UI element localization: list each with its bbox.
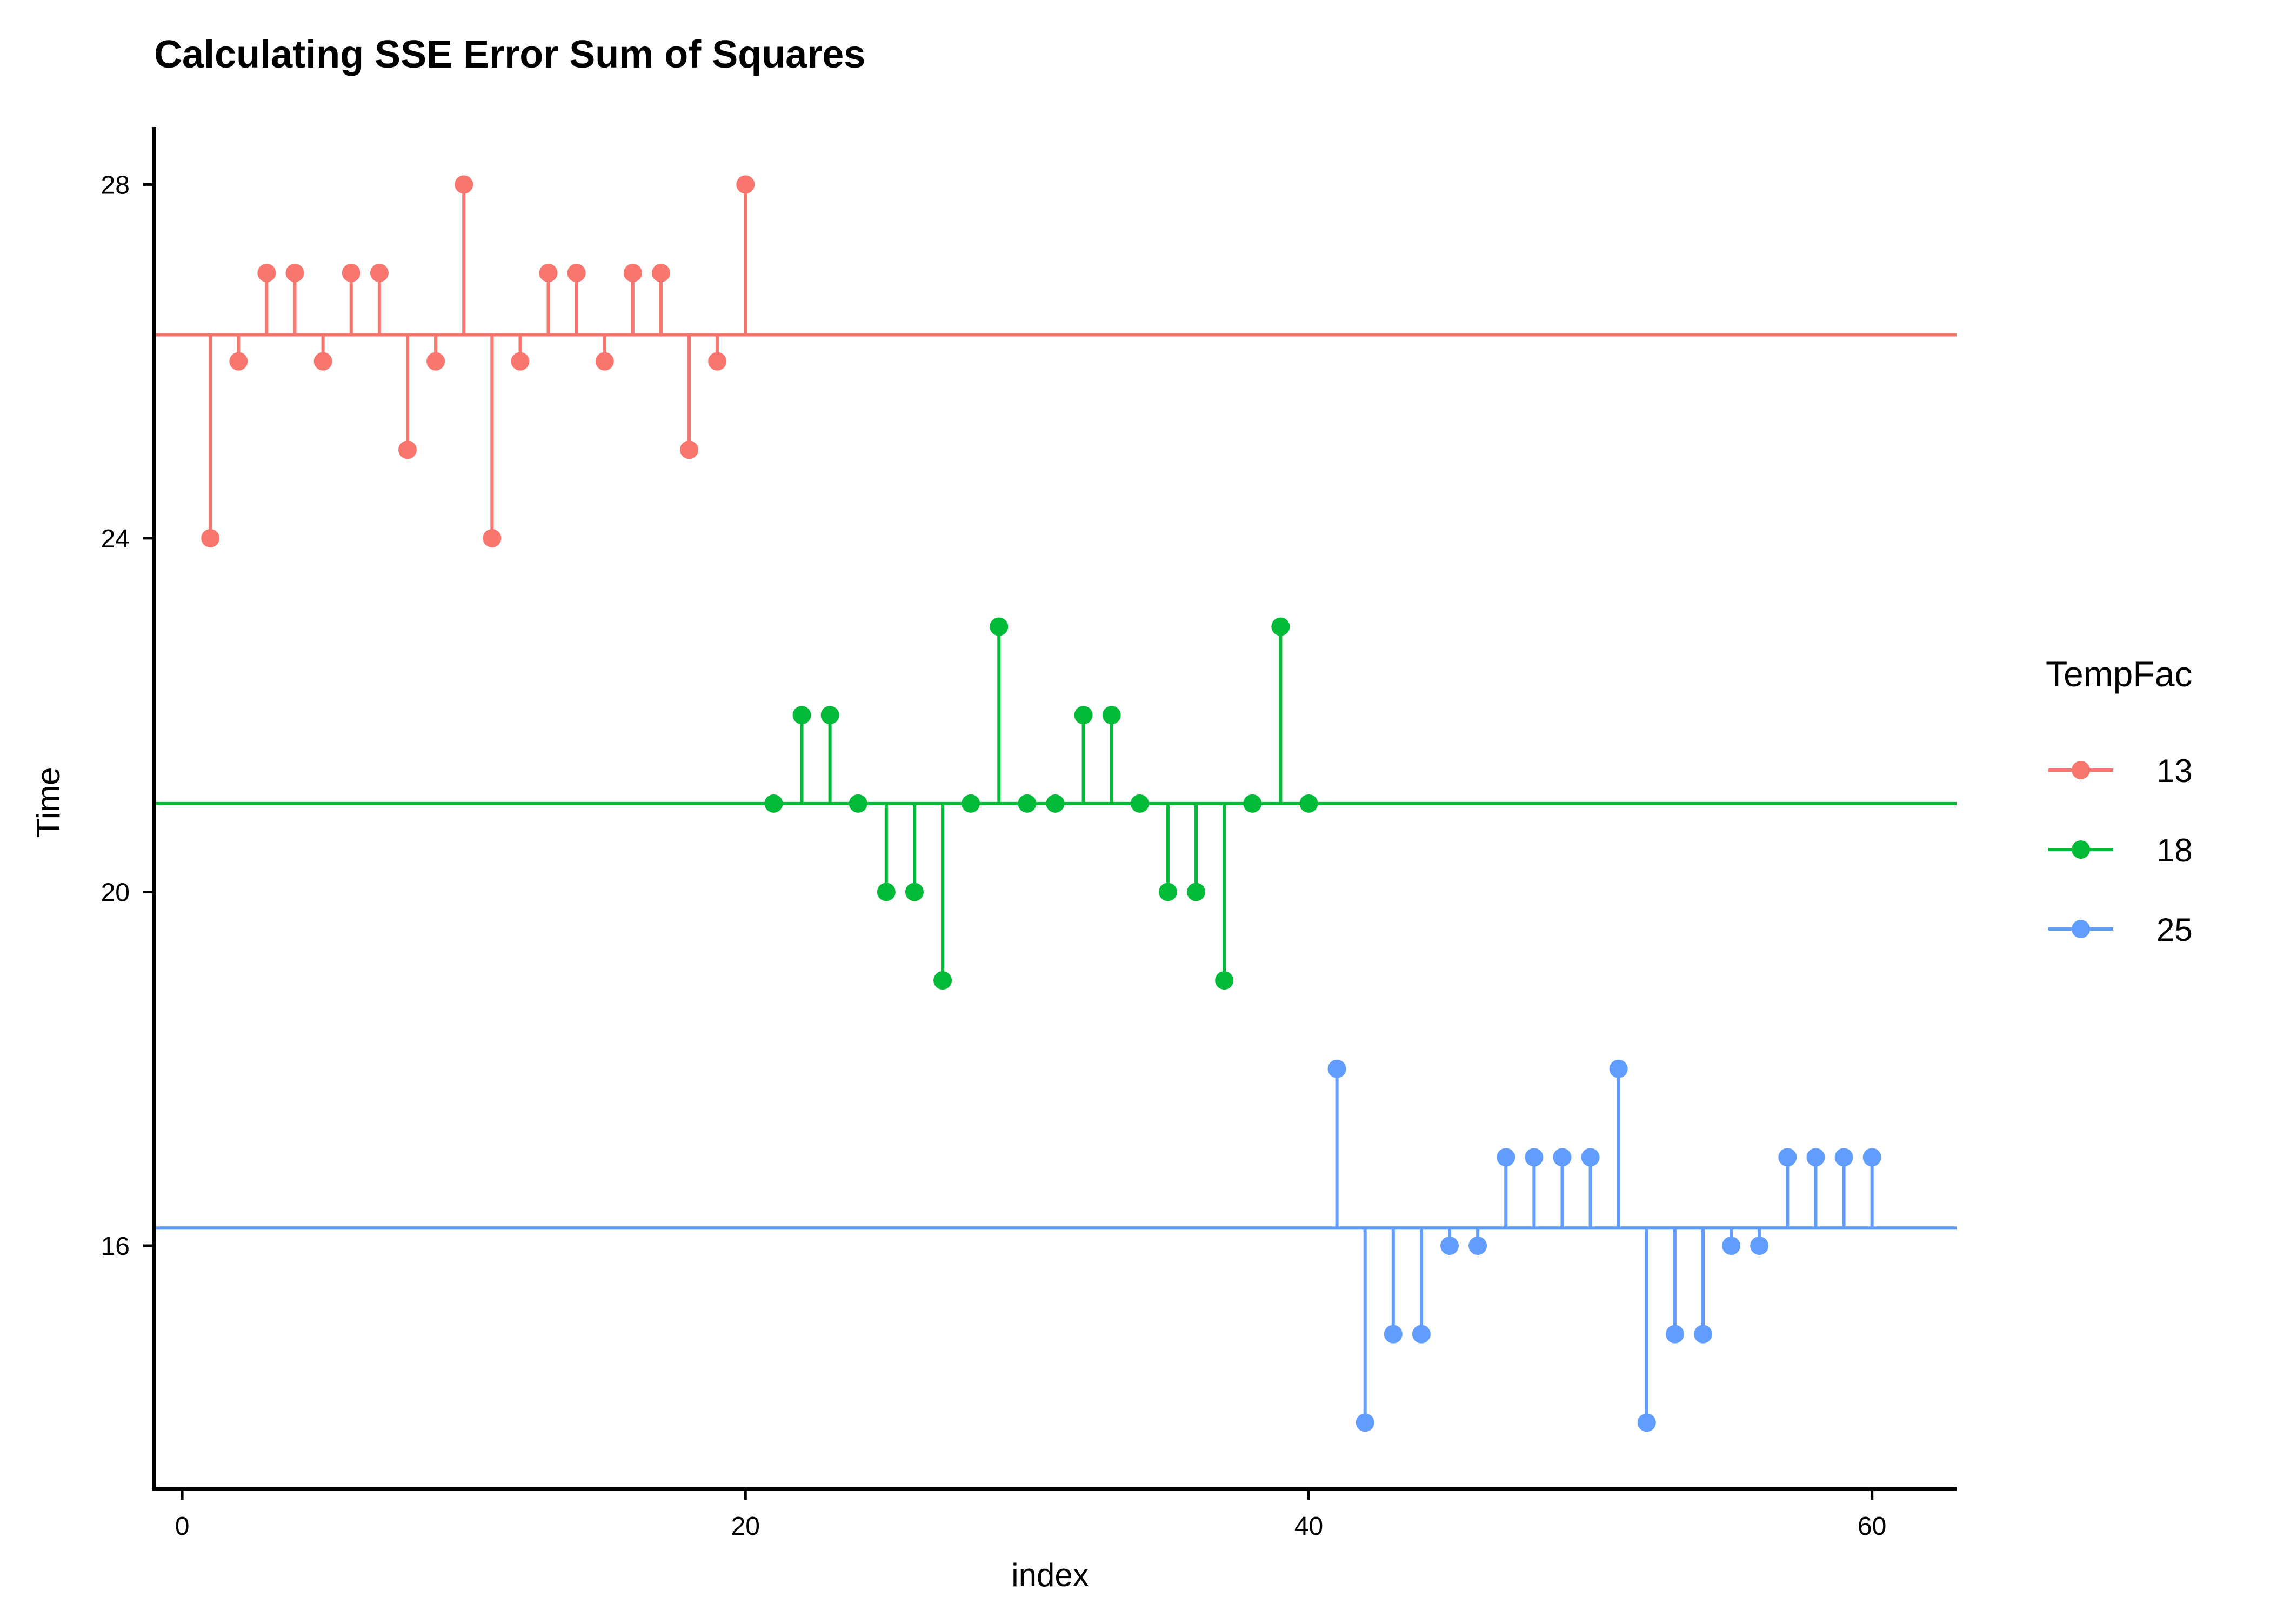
data-point xyxy=(1158,883,1177,901)
legend-key-point xyxy=(2072,920,2090,938)
data-point xyxy=(229,352,248,371)
data-point xyxy=(651,264,670,282)
data-point xyxy=(1102,706,1121,725)
data-point xyxy=(1187,883,1206,901)
data-point xyxy=(820,706,839,725)
data-point xyxy=(567,264,586,282)
mean-lines xyxy=(154,333,1957,1230)
data-point xyxy=(1806,1148,1825,1167)
data-point xyxy=(680,440,699,459)
data-point xyxy=(1694,1325,1713,1344)
data-point xyxy=(1299,794,1318,813)
data-point xyxy=(511,352,530,371)
data-point xyxy=(1665,1325,1684,1344)
y-tick-label: 16 xyxy=(101,1232,130,1261)
data-point xyxy=(285,264,304,282)
data-point xyxy=(1271,617,1290,636)
data-point xyxy=(736,175,755,194)
data-point xyxy=(426,352,445,371)
data-point xyxy=(708,352,727,371)
legend-item-13: 13 xyxy=(2048,753,2193,789)
data-point xyxy=(1468,1237,1487,1255)
data-point xyxy=(1750,1237,1769,1255)
data-point xyxy=(1215,971,1234,990)
data-point xyxy=(905,883,924,901)
residual-stems xyxy=(209,184,1874,1423)
data-point xyxy=(990,617,1009,636)
x-ticks: 0 20 40 60 xyxy=(175,1489,1886,1541)
data-point xyxy=(342,264,360,282)
data-point xyxy=(257,264,276,282)
x-tick-label: 60 xyxy=(1858,1512,1886,1541)
data-point xyxy=(1074,706,1093,725)
y-tick-label: 24 xyxy=(101,525,130,553)
data-point xyxy=(1722,1237,1741,1255)
x-tick-label: 0 xyxy=(175,1512,190,1541)
data-point xyxy=(483,529,502,547)
data-point xyxy=(933,971,952,990)
data-point xyxy=(1553,1148,1572,1167)
legend-item-18: 18 xyxy=(2048,832,2193,868)
data-point xyxy=(1525,1148,1544,1167)
legend-label: 25 xyxy=(2156,912,2193,948)
legend-label: 13 xyxy=(2156,753,2193,789)
data-point xyxy=(1609,1059,1628,1078)
legend-key-point xyxy=(2072,761,2090,779)
data-point xyxy=(1581,1148,1600,1167)
data-point xyxy=(849,794,867,813)
data-point xyxy=(1243,794,1262,813)
legend-key-point xyxy=(2072,840,2090,859)
x-tick-label: 20 xyxy=(731,1512,760,1541)
y-ticks: 16 20 24 28 xyxy=(101,171,154,1261)
data-point xyxy=(1440,1237,1459,1255)
data-point xyxy=(1356,1413,1374,1432)
data-point xyxy=(1497,1148,1515,1167)
y-axis-title: Time xyxy=(30,767,66,838)
y-tick-label: 28 xyxy=(101,171,130,199)
data-point xyxy=(962,794,980,813)
legend-item-25: 25 xyxy=(2048,912,2193,948)
data-point xyxy=(398,440,417,459)
data-point xyxy=(1778,1148,1797,1167)
data-point xyxy=(764,794,783,813)
chart-title: Calculating SSE Error Sum of Squares xyxy=(154,33,865,76)
data-point xyxy=(1412,1325,1431,1344)
legend: TempFac 13 18 25 xyxy=(2046,654,2193,948)
data-point xyxy=(313,352,332,371)
legend-title: TempFac xyxy=(2046,654,2192,694)
data-point xyxy=(1327,1059,1346,1078)
data-point xyxy=(1130,794,1149,813)
data-point xyxy=(455,175,473,194)
data-point xyxy=(623,264,642,282)
legend-items: 13 18 25 xyxy=(2048,753,2193,948)
data-point xyxy=(1834,1148,1853,1167)
data-point xyxy=(877,883,896,901)
data-points xyxy=(201,175,1881,1432)
data-point xyxy=(370,264,389,282)
data-point xyxy=(539,264,558,282)
data-point xyxy=(595,352,614,371)
data-point xyxy=(792,706,811,725)
data-point xyxy=(1862,1148,1881,1167)
x-tick-label: 40 xyxy=(1294,1512,1323,1541)
data-point xyxy=(1384,1325,1403,1344)
y-tick-label: 20 xyxy=(101,878,130,907)
data-point xyxy=(1046,794,1065,813)
x-axis-title: index xyxy=(1011,1557,1089,1593)
data-point xyxy=(1637,1413,1656,1432)
data-point xyxy=(1018,794,1037,813)
legend-label: 18 xyxy=(2156,832,2193,868)
data-point xyxy=(201,529,220,547)
axes: 0 20 40 60 16 20 24 28 xyxy=(101,127,1957,1541)
